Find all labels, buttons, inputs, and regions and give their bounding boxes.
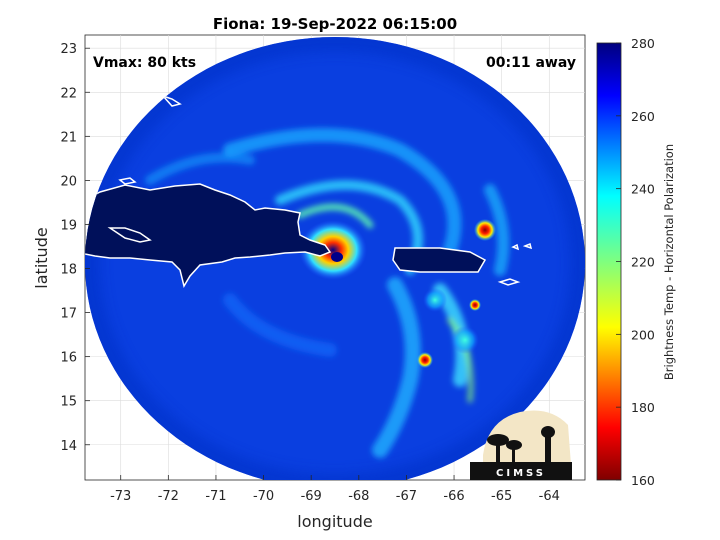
x-tick-label: -71 — [205, 489, 226, 504]
x-axis-ticks: -73 -72 -71 -70 -69 -68 -67 -66 -65 -64 — [110, 475, 560, 504]
x-tick-label: -72 — [158, 489, 179, 504]
y-axis-ticks: 14 15 16 17 18 19 20 21 22 23 — [60, 42, 90, 454]
colorbar-tick-label: 280 — [631, 36, 655, 51]
colorbar-tick-label: 200 — [631, 327, 655, 342]
colorbar-ticks: 160 180 200 220 240 260 280 — [616, 36, 655, 488]
x-tick-label: -69 — [301, 489, 322, 504]
x-tick-label: -68 — [348, 489, 369, 504]
time-offset-label: 00:11 away — [486, 55, 576, 71]
chart-title: Fiona: 19-Sep-2022 06:15:00 — [213, 15, 457, 33]
y-axis-label: latitude — [32, 227, 51, 288]
y-tick-label: 21 — [60, 130, 77, 145]
y-tick-label: 23 — [60, 42, 77, 57]
x-tick-label: -66 — [443, 489, 464, 504]
brightness-temp-swath — [85, 37, 585, 480]
y-tick-label: 20 — [60, 174, 77, 189]
logo-text: CIMSS — [496, 468, 546, 479]
x-tick-label: -64 — [539, 489, 560, 504]
cimss-logo: CIMSS — [470, 410, 572, 480]
y-tick-label: 18 — [60, 263, 77, 278]
coastlines — [85, 71, 533, 288]
y-tick-label: 15 — [60, 395, 77, 410]
colorbar-tick-label: 260 — [631, 109, 655, 124]
colorbar-label: Brightness Temp - Horizontal Polarizatio… — [662, 144, 676, 380]
x-tick-label: -65 — [491, 489, 512, 504]
x-tick-label: -73 — [110, 489, 131, 504]
y-tick-label: 22 — [60, 86, 77, 101]
vmax-label: Vmax: 80 kts — [93, 55, 196, 71]
x-tick-label: -67 — [396, 489, 417, 504]
y-tick-label: 14 — [60, 439, 77, 454]
colorbar-tick-label: 240 — [631, 182, 655, 197]
x-axis-label: longitude — [297, 512, 372, 531]
colorbar-tick-label: 220 — [631, 255, 655, 270]
y-tick-label: 19 — [60, 218, 77, 233]
y-tick-label: 17 — [60, 307, 77, 322]
colorbar-tick-label: 160 — [631, 473, 655, 488]
x-tick-label: -70 — [253, 489, 274, 504]
y-tick-label: 16 — [60, 351, 77, 366]
colorbar-tick-label: 180 — [631, 400, 655, 415]
